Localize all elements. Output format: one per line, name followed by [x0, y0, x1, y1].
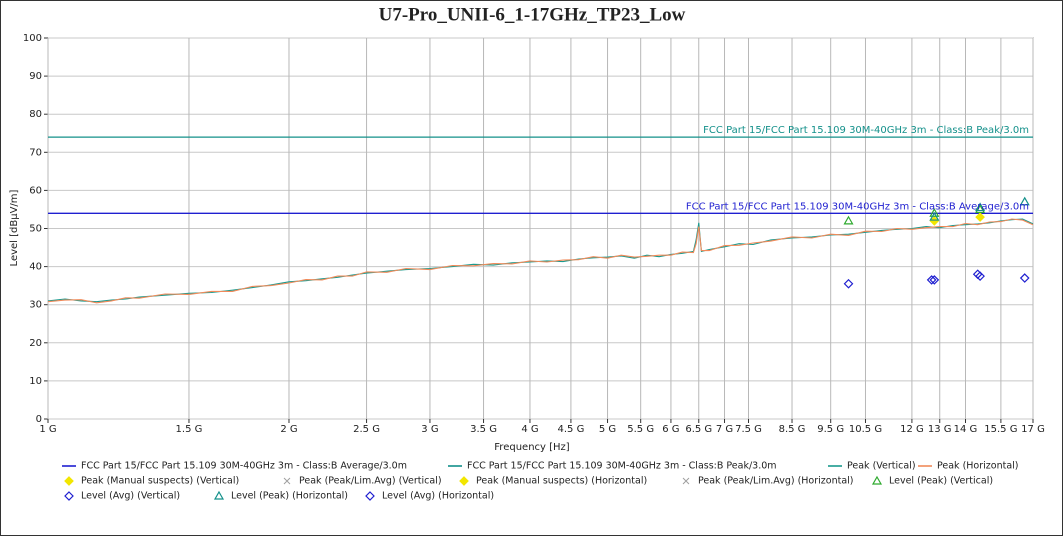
x-tick-label: 3.5 G [470, 424, 497, 435]
legend-swatch [64, 476, 74, 486]
y-tick-label: 40 [29, 262, 42, 273]
y-axis-label: Level [dBµV/m] [9, 189, 20, 266]
legend-label: Peak (Horizontal) [937, 461, 1019, 472]
x-tick-label: 2.5 G [353, 424, 380, 435]
marker [843, 215, 854, 225]
x-tick-label: 8.5 G [779, 424, 806, 435]
x-tick-label: 6 G [662, 424, 679, 435]
legend-label: Peak (Manual suspects) (Horizontal) [476, 476, 647, 487]
x-tick-label: 15.5 G [984, 424, 1017, 435]
legend-swatch [64, 491, 74, 501]
x-tick-label: 10.5 G [849, 424, 882, 435]
marker [929, 211, 940, 221]
y-tick-label: 50 [29, 224, 42, 235]
legend-swatch [213, 490, 225, 500]
legend-label: FCC Part 15/FCC Part 15.109 30M-40GHz 3m… [467, 461, 777, 472]
x-axis-label: Frequency [Hz] [494, 442, 570, 453]
y-tick-label: 60 [29, 185, 42, 196]
legend-swatch [365, 491, 375, 501]
y-tick-label: 20 [29, 338, 42, 349]
x-tick-label: 17 G [1021, 424, 1045, 435]
series-line [47, 218, 1034, 304]
x-tick-label: 14 G [954, 424, 978, 435]
marker [929, 275, 940, 285]
legend-label: Level (Peak) (Vertical) [889, 476, 993, 487]
x-tick-label: 2 G [280, 424, 297, 435]
annotation: FCC Part 15/FCC Part 15.109 30M-40GHz 3m… [686, 201, 1029, 212]
legend-label: Peak (Peak/Lim.Avg) (Horizontal) [698, 476, 854, 487]
marker [1019, 196, 1030, 206]
x-tick-label: 9.5 G [817, 424, 844, 435]
legend-label: Peak (Vertical) [847, 461, 916, 472]
x-tick-label: 4 G [521, 424, 538, 435]
marker [975, 212, 985, 222]
marker [975, 204, 986, 214]
marker [926, 275, 937, 285]
x-tick-label: 5.5 G [627, 424, 654, 435]
x-tick-label: 1.5 G [176, 424, 203, 435]
marker [843, 278, 854, 289]
legend-label: FCC Part 15/FCC Part 15.109 30M-40GHz 3m… [81, 461, 407, 472]
y-tick-label: 10 [29, 376, 42, 387]
x-tick-label: 7.5 G [735, 424, 762, 435]
legend-label: Peak (Manual suspects) (Vertical) [81, 476, 239, 487]
x-tick-label: 5 G [599, 424, 616, 435]
x-tick-label: 4.5 G [557, 424, 584, 435]
annotation: FCC Part 15/FCC Part 15.109 30M-40GHz 3m… [703, 125, 1029, 136]
legend-swatch [283, 477, 291, 485]
x-tick-label: 6.5 G [685, 424, 712, 435]
y-tick-label: 90 [29, 71, 42, 82]
y-tick-label: 30 [29, 300, 42, 311]
legend-label: Peak (Peak/Lim.Avg) (Vertical) [299, 476, 442, 487]
legend-label: Level (Peak) (Horizontal) [231, 491, 348, 502]
legend-swatch [459, 476, 469, 486]
y-tick-label: 80 [29, 109, 42, 120]
marker [929, 208, 940, 217]
legend-label: Level (Avg) (Horizontal) [382, 491, 494, 502]
marker [1019, 273, 1030, 283]
x-tick-label: 13 G [928, 424, 952, 435]
x-tick-label: 3 G [421, 424, 438, 435]
y-tick-label: 0 [36, 414, 42, 425]
y-tick-label: 100 [23, 33, 42, 44]
marker [975, 271, 985, 281]
x-tick-label: 7 G [716, 424, 733, 435]
legend-label: Level (Avg) (Vertical) [81, 491, 180, 502]
x-tick-label: 12 G [900, 424, 924, 435]
chart-title: U7-Pro_UNII-6_1-17GHz_TP23_Low [379, 4, 686, 25]
legend-swatch [682, 477, 690, 485]
legend-swatch [871, 475, 883, 485]
marker [975, 202, 986, 212]
y-tick-label: 70 [29, 147, 42, 158]
x-tick-label: 1 G [39, 424, 56, 435]
